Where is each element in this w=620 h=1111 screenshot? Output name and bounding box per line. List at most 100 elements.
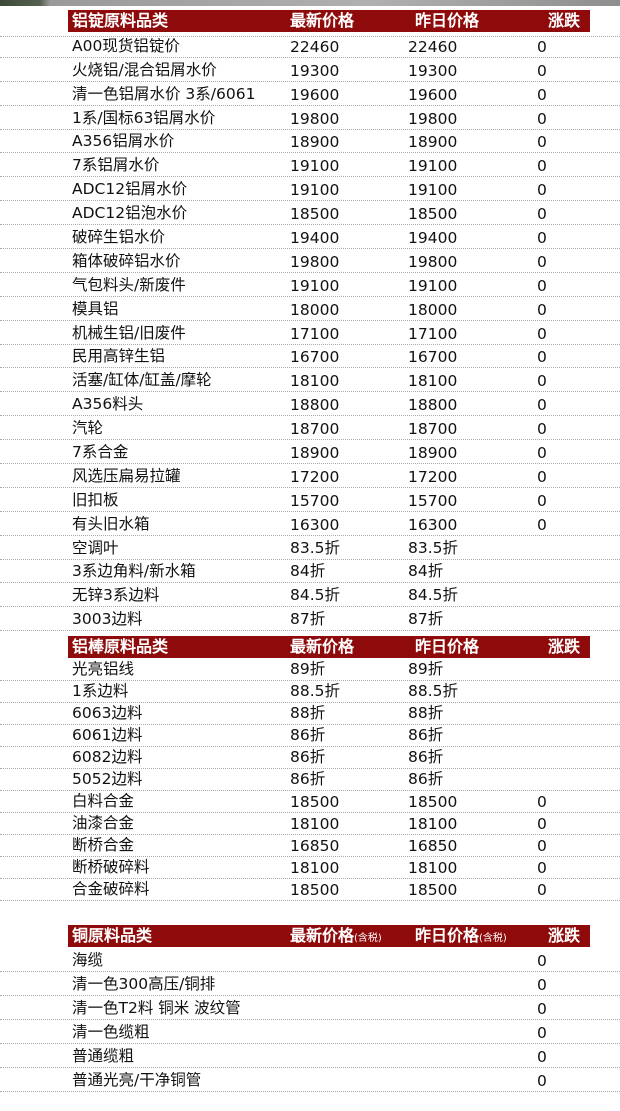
item-name: 清一色缆粗 xyxy=(72,1023,150,1041)
table-row: ADC12铝泡水价 18500 18500 0 xyxy=(0,201,620,226)
latest-price: 88折 xyxy=(290,704,326,722)
item-name: 6082边料 xyxy=(72,748,143,766)
item-name: 气包料头/新废件 xyxy=(72,275,186,294)
latest-price: 19800 xyxy=(290,109,340,128)
item-name: ADC12铝泡水价 xyxy=(72,204,188,223)
item-name: 空调叶 xyxy=(72,538,119,557)
latest-price: 83.5折 xyxy=(290,538,341,557)
yesterday-price: 18000 xyxy=(408,300,458,319)
col-yesterday-price: 昨日价格(含税) xyxy=(415,926,507,945)
latest-price: 22460 xyxy=(290,37,340,56)
latest-price: 88.5折 xyxy=(290,682,341,700)
table-row: 气包料头/新废件 19100 19100 0 xyxy=(0,273,620,297)
item-name: 风选压扁易拉罐 xyxy=(72,466,181,485)
item-name: 断桥破碎料 xyxy=(72,858,150,876)
table-row: 1系/国标63铝屑水价 19800 19800 0 xyxy=(0,106,620,130)
change: 0 xyxy=(537,815,547,833)
latest-price: 19400 xyxy=(290,229,340,248)
change: 0 xyxy=(537,420,547,439)
change: 0 xyxy=(537,157,547,176)
latest-price: 86折 xyxy=(290,748,326,766)
yesterday-price: 83.5折 xyxy=(408,538,459,557)
table-row: 6061边料 86折 86折 xyxy=(0,725,620,747)
latest-price: 18000 xyxy=(290,300,340,319)
item-name: 1系边料 xyxy=(72,682,129,700)
yesterday-price: 18700 xyxy=(408,420,458,439)
item-name: 机械生铝/旧废件 xyxy=(72,323,186,342)
item-name: 民用高锌生铝 xyxy=(72,347,166,366)
item-name: 7系铝屑水价 xyxy=(72,156,160,175)
latest-price: 18500 xyxy=(290,205,340,224)
yesterday-price: 15700 xyxy=(408,491,458,510)
table-row: 5052边料 86折 86折 xyxy=(0,769,620,791)
latest-price: 18100 xyxy=(290,815,340,833)
change: 0 xyxy=(537,1072,547,1090)
item-name: 有头旧水箱 xyxy=(72,514,150,533)
change: 0 xyxy=(537,881,547,899)
yesterday-price: 19800 xyxy=(408,252,458,271)
yesterday-price: 88折 xyxy=(408,704,444,722)
latest-price: 18900 xyxy=(290,444,340,463)
table-row: 风选压扁易拉罐 17200 17200 0 xyxy=(0,464,620,488)
change: 0 xyxy=(537,396,547,415)
table-row: 海缆 0 xyxy=(0,948,620,972)
change: 0 xyxy=(537,181,547,200)
change: 0 xyxy=(537,793,547,811)
item-name: 普通光亮/干净铜管 xyxy=(72,1071,202,1089)
table-row: 旧扣板 15700 15700 0 xyxy=(0,488,620,512)
table-row: 破碎生铝水价 19400 19400 0 xyxy=(0,225,620,250)
latest-price: 18500 xyxy=(290,793,340,811)
yesterday-price: 86折 xyxy=(408,770,444,788)
table-row: 3系边角料/新水箱 84折 84折 xyxy=(0,560,620,584)
section-0: 铝锭原料品类 最新价格 昨日价格 涨跌 A00现货铝锭价 22460 22460 0 火烧… xyxy=(0,10,620,632)
item-name: 白料合金 xyxy=(72,792,135,810)
category-title: 铜原料品类 xyxy=(72,926,153,945)
latest-price: 18700 xyxy=(290,420,340,439)
yesterday-price: 88.5折 xyxy=(408,682,459,700)
yesterday-price: 19100 xyxy=(408,276,458,295)
col-change: 涨跌 xyxy=(548,637,581,656)
table-row: 白料合金 18500 18500 0 xyxy=(0,791,620,813)
yesterday-price: 86折 xyxy=(408,748,444,766)
top-banner-image xyxy=(0,0,620,6)
change: 0 xyxy=(537,837,547,855)
change: 0 xyxy=(537,133,547,152)
table-row: 箱体破碎铝水价 19800 19800 0 xyxy=(0,249,620,273)
yesterday-price: 18500 xyxy=(408,793,458,811)
latest-price: 17100 xyxy=(290,324,340,343)
table-row: 清一色300高压/铜排 0 xyxy=(0,972,620,996)
change: 0 xyxy=(537,952,547,970)
latest-price: 19600 xyxy=(290,85,340,104)
table-row: 7系合金 18900 18900 0 xyxy=(0,440,620,465)
yesterday-price: 16300 xyxy=(408,515,458,534)
item-name: 旧扣板 xyxy=(72,490,119,509)
item-name: A356铝屑水价 xyxy=(72,132,175,151)
change: 0 xyxy=(537,859,547,877)
change: 0 xyxy=(537,37,547,56)
change: 0 xyxy=(537,467,547,486)
col-latest-price: 最新价格 xyxy=(290,11,355,30)
yesterday-price: 19100 xyxy=(408,181,458,200)
table-row: 3003边料 87折 87折 xyxy=(0,607,620,632)
section-header: 铝棒原料品类 最新价格 昨日价格 涨跌 xyxy=(68,636,590,658)
yesterday-price: 19400 xyxy=(408,229,458,248)
table-row: 民用高锌生铝 16700 16700 0 xyxy=(0,345,620,369)
latest-price: 19100 xyxy=(290,276,340,295)
yesterday-price: 22460 xyxy=(408,37,458,56)
item-name: 箱体破碎铝水价 xyxy=(72,251,181,270)
latest-price: 86折 xyxy=(290,770,326,788)
table-row: 空调叶 83.5折 83.5折 xyxy=(0,536,620,560)
latest-price: 18900 xyxy=(290,133,340,152)
yesterday-price: 16850 xyxy=(408,837,458,855)
item-name: 断桥合金 xyxy=(72,836,135,854)
yesterday-price: 89折 xyxy=(408,660,444,678)
yesterday-price: 18100 xyxy=(408,859,458,877)
change: 0 xyxy=(537,515,547,534)
change: 0 xyxy=(537,348,547,367)
yesterday-price: 18500 xyxy=(408,881,458,899)
item-name: 5052边料 xyxy=(72,770,143,788)
table-row: 火烧铝/混合铝屑水价 19300 19300 0 xyxy=(0,58,620,82)
latest-price: 87折 xyxy=(290,610,326,629)
item-name: 汽轮 xyxy=(72,419,104,438)
item-name: 3系边角料/新水箱 xyxy=(72,562,196,581)
